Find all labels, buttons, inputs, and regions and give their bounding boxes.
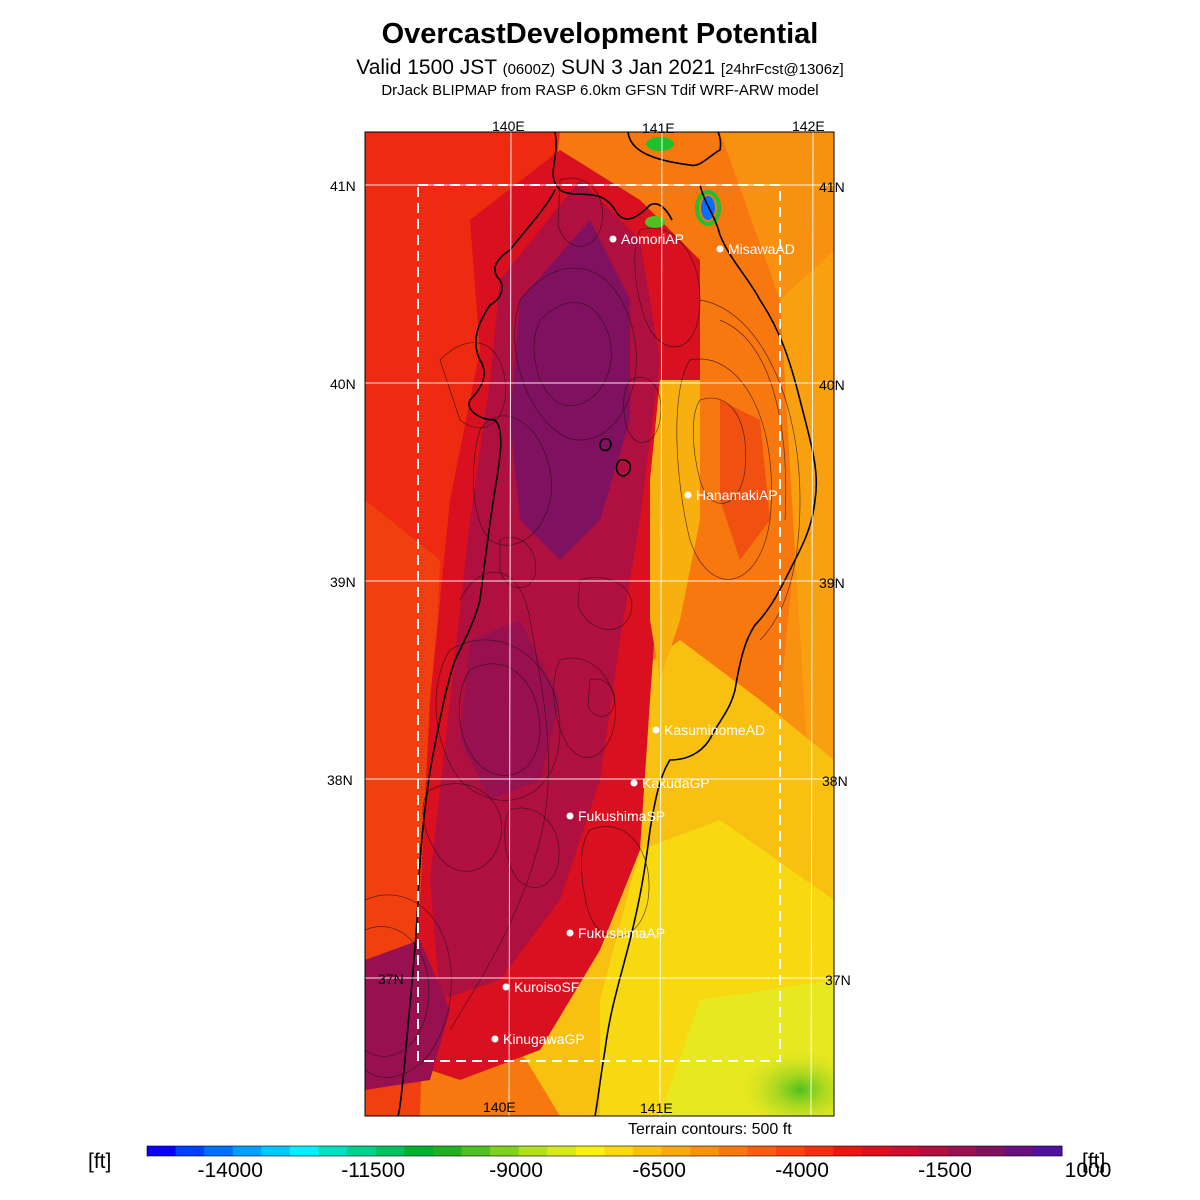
site-marker-aomoriap xyxy=(609,235,617,243)
colorbar-swatch xyxy=(347,1146,377,1156)
colorbar-swatch xyxy=(976,1146,1006,1156)
colorbar-swatch xyxy=(947,1146,977,1156)
lat-label-left: 37N xyxy=(378,971,404,987)
lat-label-right: 41N xyxy=(819,179,845,195)
lon-label-top: 141E xyxy=(642,120,675,136)
site-label: AomoriAP xyxy=(621,231,684,247)
valid-date: SUN 3 Jan 2021 xyxy=(560,56,716,79)
colorbar-swatch xyxy=(518,1146,548,1156)
lat-label-right: 40N xyxy=(819,377,845,393)
site-label: FukushimaSP xyxy=(578,808,665,824)
colorbar xyxy=(146,1145,1063,1157)
colorbar-swatch xyxy=(175,1146,205,1156)
colorbar-swatch xyxy=(747,1146,777,1156)
colorbar-swatch xyxy=(547,1146,577,1156)
model-line: DrJack BLIPMAP from RASP 6.0km GFSN Tdif… xyxy=(381,82,819,99)
lat-label-left: 39N xyxy=(330,574,356,590)
colorbar-swatch xyxy=(432,1146,463,1156)
inner-domain-box xyxy=(417,184,781,1062)
valid-time-line: Valid 1500 JST (0600Z) SUN 3 Jan 2021 [2… xyxy=(0,56,1200,80)
lon-label-bottom: 140E xyxy=(483,1099,516,1115)
colorbar-swatch xyxy=(1004,1146,1034,1156)
colorbar-swatch xyxy=(147,1146,177,1156)
colorbar-swatch xyxy=(204,1146,234,1156)
terrain-note: Terrain contours: 500 ft xyxy=(628,1121,792,1138)
colorbar-swatch xyxy=(804,1146,834,1156)
lat-label-right: 38N xyxy=(822,773,848,789)
lat-label-left: 40N xyxy=(330,376,356,392)
colorbar-swatch xyxy=(375,1146,405,1156)
colorbar-swatch xyxy=(575,1146,605,1156)
colorbar-swatch xyxy=(861,1146,891,1156)
colorbar-swatch xyxy=(1033,1146,1063,1156)
colorbar-swatch xyxy=(890,1146,920,1156)
colorbar-tick-label: -4000 xyxy=(775,1159,829,1182)
colorbar-swatch xyxy=(232,1146,262,1156)
colorbar-tick-label: -11500 xyxy=(341,1159,406,1182)
unit-label-left: [ft] xyxy=(88,1150,112,1173)
lon-label-top: 142E xyxy=(792,118,825,134)
lat-label-left: 38N xyxy=(327,772,353,788)
colorbar-tick-label: -9000 xyxy=(489,1159,543,1182)
site-marker-kakudagp xyxy=(630,779,638,787)
colorbar-frame xyxy=(146,1145,1063,1157)
site-marker-kasuminomead xyxy=(652,726,660,734)
colorbar-swatch xyxy=(318,1146,348,1156)
site-marker-fukushimasp xyxy=(566,812,574,820)
colorbar-tick-label: -6500 xyxy=(632,1159,686,1182)
unit-label-right: [ft] xyxy=(1082,1150,1106,1173)
axis-labels: 140E 141E 142E 140E 141E 41N 40N 39N 38N… xyxy=(327,118,851,1116)
site-marker-hanamakiap xyxy=(684,491,692,499)
site-marker-misawaad xyxy=(716,245,724,253)
site-marker-kinugawagp xyxy=(491,1035,499,1043)
lon-label-bottom: 141E xyxy=(640,1100,673,1116)
site-label: FukushimaAP xyxy=(578,925,665,941)
site-label: KuroisoSF xyxy=(514,979,579,995)
site-label: KinugawaGP xyxy=(503,1031,585,1047)
forecast-info: [24hrFcst@1306z] xyxy=(720,61,844,78)
graticule xyxy=(365,132,834,1116)
colorbar-swatch xyxy=(718,1146,748,1156)
terrain-contours xyxy=(365,177,801,1078)
colorbar-swatch xyxy=(633,1146,663,1156)
colorbar-swatch xyxy=(833,1146,863,1156)
colorbar-swatch xyxy=(776,1146,806,1156)
colorbar-swatch xyxy=(404,1146,434,1156)
lat-label-right: 37N xyxy=(825,972,851,988)
colorbar-swatch xyxy=(919,1146,949,1156)
site-labels: AomoriAP MisawaAD HanamakiAP KasuminomeA… xyxy=(503,231,795,1047)
colorbar-swatch xyxy=(461,1146,491,1156)
valid-prefix: Valid 1500 JST xyxy=(356,56,497,79)
lat-label-left: 41N xyxy=(330,178,356,194)
site-marker-kuroisosf xyxy=(502,983,510,991)
site-label: KasuminomeAD xyxy=(664,722,765,738)
valid-utc: (0600Z) xyxy=(502,61,556,78)
colorbar-swatch xyxy=(690,1146,720,1156)
chart-title: OvercastDevelopment Potential xyxy=(381,18,819,50)
site-label: MisawaAD xyxy=(728,241,795,257)
colorbar-tick-label: 1000 xyxy=(1064,1159,1112,1182)
site-markers xyxy=(491,235,724,1043)
colorbar-swatch xyxy=(261,1146,291,1156)
colorbar-tick-label: -14000 xyxy=(197,1159,263,1182)
colorbar-swatch xyxy=(604,1146,634,1156)
site-label: HanamakiAP xyxy=(696,487,778,503)
colorbar-swatch xyxy=(661,1146,691,1156)
colorbar-swatch xyxy=(289,1146,320,1156)
site-marker-fukushimaap xyxy=(566,929,574,937)
site-label: KakudaGP xyxy=(642,775,710,791)
map-frame xyxy=(364,131,835,1117)
lon-label-top: 140E xyxy=(492,118,525,134)
colorbar-tick-label: -1500 xyxy=(918,1159,972,1182)
lat-label-right: 39N xyxy=(819,575,845,591)
map-field xyxy=(365,132,834,1116)
colorbar-swatch xyxy=(490,1146,520,1156)
